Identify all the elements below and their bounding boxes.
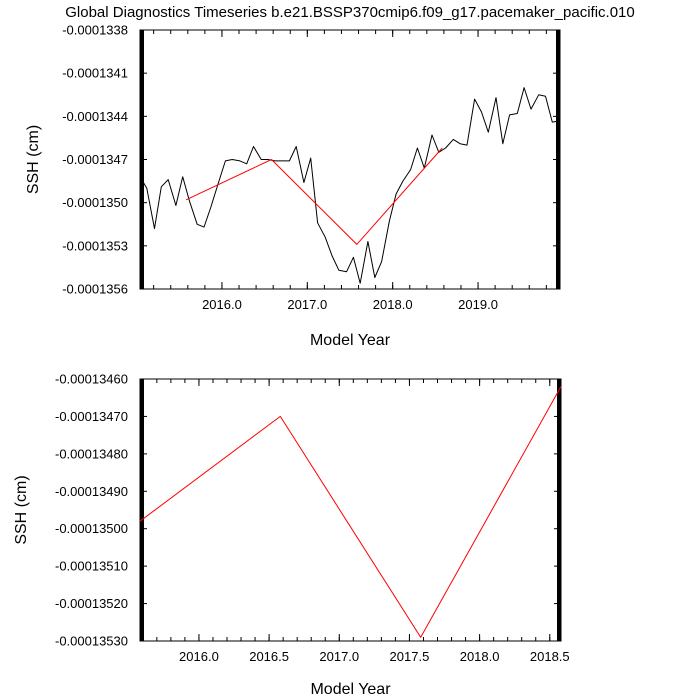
x-tick-label: 2018.0: [373, 297, 413, 312]
top-panel: 2016.0 2017.0 2018.0 2019.0-0.0001338-0.000…: [25, 23, 560, 350]
top-axis-ticks: 2016.0 2017.0 2018.0 2019.0-0.0001338-0.000…: [62, 23, 560, 313]
x-tick-label: 2017.0: [287, 297, 327, 312]
chart-title: Global Diagnostics Timeseries b.e21.BSSP…: [65, 4, 635, 21]
x-tick-label: 2016.0: [202, 297, 242, 312]
top-plot-frame: [140, 30, 560, 289]
x-tick-label: 2019.0: [458, 297, 498, 312]
